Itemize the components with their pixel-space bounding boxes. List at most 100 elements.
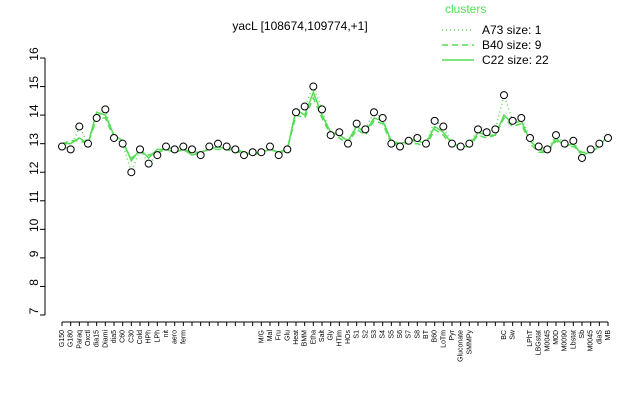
point xyxy=(586,145,595,154)
cluster-line xyxy=(61,84,609,175)
chart-title: yacL [108674,109774,+1] xyxy=(232,19,367,33)
legend-label: C22 size: 22 xyxy=(482,53,549,67)
point xyxy=(352,119,361,128)
point xyxy=(144,159,153,168)
point xyxy=(534,142,543,151)
x-tick-label: S1 xyxy=(354,330,361,339)
point xyxy=(465,139,474,148)
point xyxy=(517,113,526,122)
y-tick-label: 9 xyxy=(27,250,41,257)
y-tick-label: 16 xyxy=(27,47,41,61)
x-tick-label: Sw xyxy=(510,329,517,340)
point xyxy=(396,142,404,151)
x-tick-label: LPh xyxy=(154,330,161,343)
point xyxy=(335,128,344,137)
y-tick-label: 11 xyxy=(27,190,41,203)
legend-label: A73 size: 1 xyxy=(482,23,542,37)
point xyxy=(162,142,170,151)
y-tick-label: 13 xyxy=(27,133,41,147)
point xyxy=(404,136,413,145)
x-tick-label: Lbstat xyxy=(570,330,577,349)
x-tick-label: S2 xyxy=(362,330,369,339)
x-tick-label: Sb xyxy=(579,330,586,339)
point xyxy=(66,145,75,154)
cluster-line xyxy=(62,90,609,163)
x-tick-label: Pyr xyxy=(449,329,456,340)
point xyxy=(292,108,300,117)
x-tick-label: Gluconate xyxy=(458,330,465,362)
x-tick-label: Etha xyxy=(310,330,317,345)
point xyxy=(543,145,552,154)
point xyxy=(188,145,196,154)
x-tick-label: Heat xyxy=(293,330,300,345)
x-tick-label: G150 xyxy=(59,330,66,347)
point xyxy=(92,113,101,122)
x-tick-label: LoTm xyxy=(440,330,447,348)
point xyxy=(448,139,456,148)
point xyxy=(266,142,274,151)
x-tick-label: dia5 xyxy=(111,330,118,343)
point xyxy=(274,151,283,160)
point xyxy=(205,142,214,151)
x-tick-label: Glu xyxy=(284,330,291,341)
x-tick-label: nit xyxy=(163,330,170,337)
x-tick-label: M/G xyxy=(258,330,265,343)
x-tick-label: S4 xyxy=(380,330,387,339)
x-tick-label: BC xyxy=(501,330,508,340)
x-tick-label: C30 xyxy=(128,330,135,343)
legend-label: B40 size: 9 xyxy=(482,38,542,52)
point xyxy=(595,139,604,148)
point xyxy=(318,105,326,114)
point xyxy=(370,108,378,117)
y-tick-label: 14 xyxy=(27,104,41,118)
point xyxy=(413,133,422,142)
x-tick-label: Cold xyxy=(137,330,144,345)
point xyxy=(482,128,491,137)
x-tick-label: S6 xyxy=(397,330,404,339)
point xyxy=(552,131,560,140)
point xyxy=(300,102,309,111)
x-tick-label: S7 xyxy=(406,330,413,339)
x-tick-label: LPhT xyxy=(527,329,534,346)
point xyxy=(84,139,92,148)
point xyxy=(500,91,508,100)
point xyxy=(118,139,127,148)
x-tick-label: Fru xyxy=(276,330,283,341)
point xyxy=(222,142,231,151)
y-tick-label: 12 xyxy=(27,161,41,175)
x-tick-label: B60 xyxy=(432,330,439,343)
x-tick-label: M0090 xyxy=(562,330,569,352)
point xyxy=(127,168,136,177)
x-tick-label: G180 xyxy=(68,330,75,347)
point xyxy=(430,116,439,125)
x-tick-label: ferm xyxy=(180,330,187,344)
x-tick-label: Mal xyxy=(267,330,274,342)
x-tick-label: Paraq xyxy=(76,330,83,349)
point xyxy=(508,116,517,125)
x-tick-label: LBGstat xyxy=(536,330,543,355)
point xyxy=(387,139,396,148)
x-tick-label: S5 xyxy=(388,330,395,339)
x-tick-label: S3 xyxy=(371,330,378,339)
point xyxy=(474,125,482,134)
x-tick-label: BT xyxy=(423,329,430,339)
x-tick-label: HTim xyxy=(336,330,343,347)
point xyxy=(136,145,144,154)
point xyxy=(153,151,162,160)
point xyxy=(491,125,500,134)
point xyxy=(326,131,335,140)
x-tick-label: C60 xyxy=(120,330,127,343)
point xyxy=(257,148,266,157)
x-tick-label: MB xyxy=(605,330,612,341)
point xyxy=(101,105,110,114)
point xyxy=(604,133,612,142)
point xyxy=(231,145,240,154)
x-tick-label: SMMPy xyxy=(466,330,473,355)
legend-title: clusters xyxy=(445,2,486,16)
point xyxy=(456,142,465,151)
x-tick-label: BMM xyxy=(302,330,309,347)
point xyxy=(569,136,578,145)
y-tick-label: 15 xyxy=(27,76,41,90)
point xyxy=(248,148,257,157)
